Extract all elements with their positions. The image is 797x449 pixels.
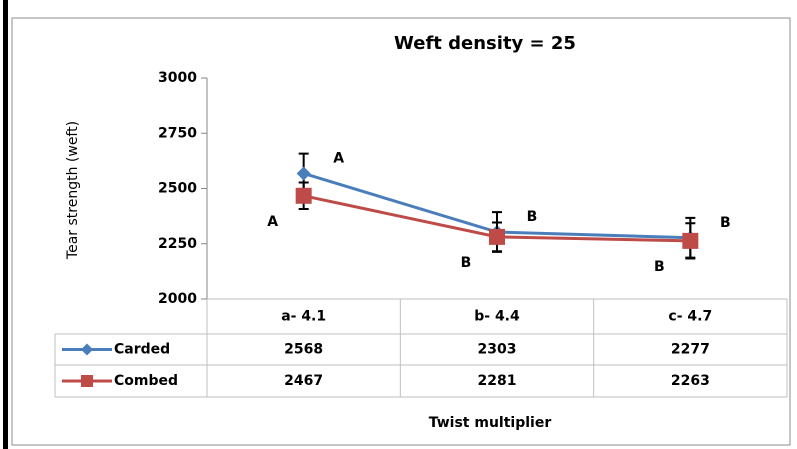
y-tick-label: 2750 <box>158 125 197 141</box>
point-label: A <box>267 214 278 230</box>
legend-label: Carded <box>114 342 170 358</box>
x-tick-label: b- 4.4 <box>474 309 520 325</box>
x-tick-label: a- 4.1 <box>281 309 326 325</box>
table-value: 2568 <box>284 342 323 358</box>
x-tick-label: c- 4.7 <box>668 309 712 325</box>
table-value: 2281 <box>478 373 517 389</box>
y-tick-label: 2500 <box>158 181 197 197</box>
table-value: 2277 <box>671 342 710 358</box>
table-value: 2467 <box>284 373 323 389</box>
data-point <box>489 228 505 245</box>
legend-marker <box>81 343 93 356</box>
point-label: A <box>333 150 344 166</box>
data-point <box>682 232 699 249</box>
y-tick-label: 2250 <box>158 236 197 252</box>
x-axis-label: Twist multiplier <box>429 415 552 431</box>
y-tick-label: 3000 <box>158 70 197 86</box>
legend-label: Combed <box>114 373 178 389</box>
chart-title: Weft density = 25 <box>394 33 576 54</box>
data-point <box>295 187 312 204</box>
chart-frame <box>11 17 791 446</box>
y-axis-label: Tear strength (weft) <box>65 121 81 260</box>
data-point <box>296 166 311 181</box>
point-label: B <box>461 255 472 271</box>
point-label: B <box>654 259 665 275</box>
table-value: 2303 <box>478 342 517 358</box>
left-border <box>3 0 8 449</box>
y-tick-label: 2000 <box>158 291 197 307</box>
point-label: B <box>527 209 538 225</box>
table-value: 2263 <box>671 373 710 389</box>
legend-marker <box>81 375 93 387</box>
point-label: B <box>720 215 731 231</box>
